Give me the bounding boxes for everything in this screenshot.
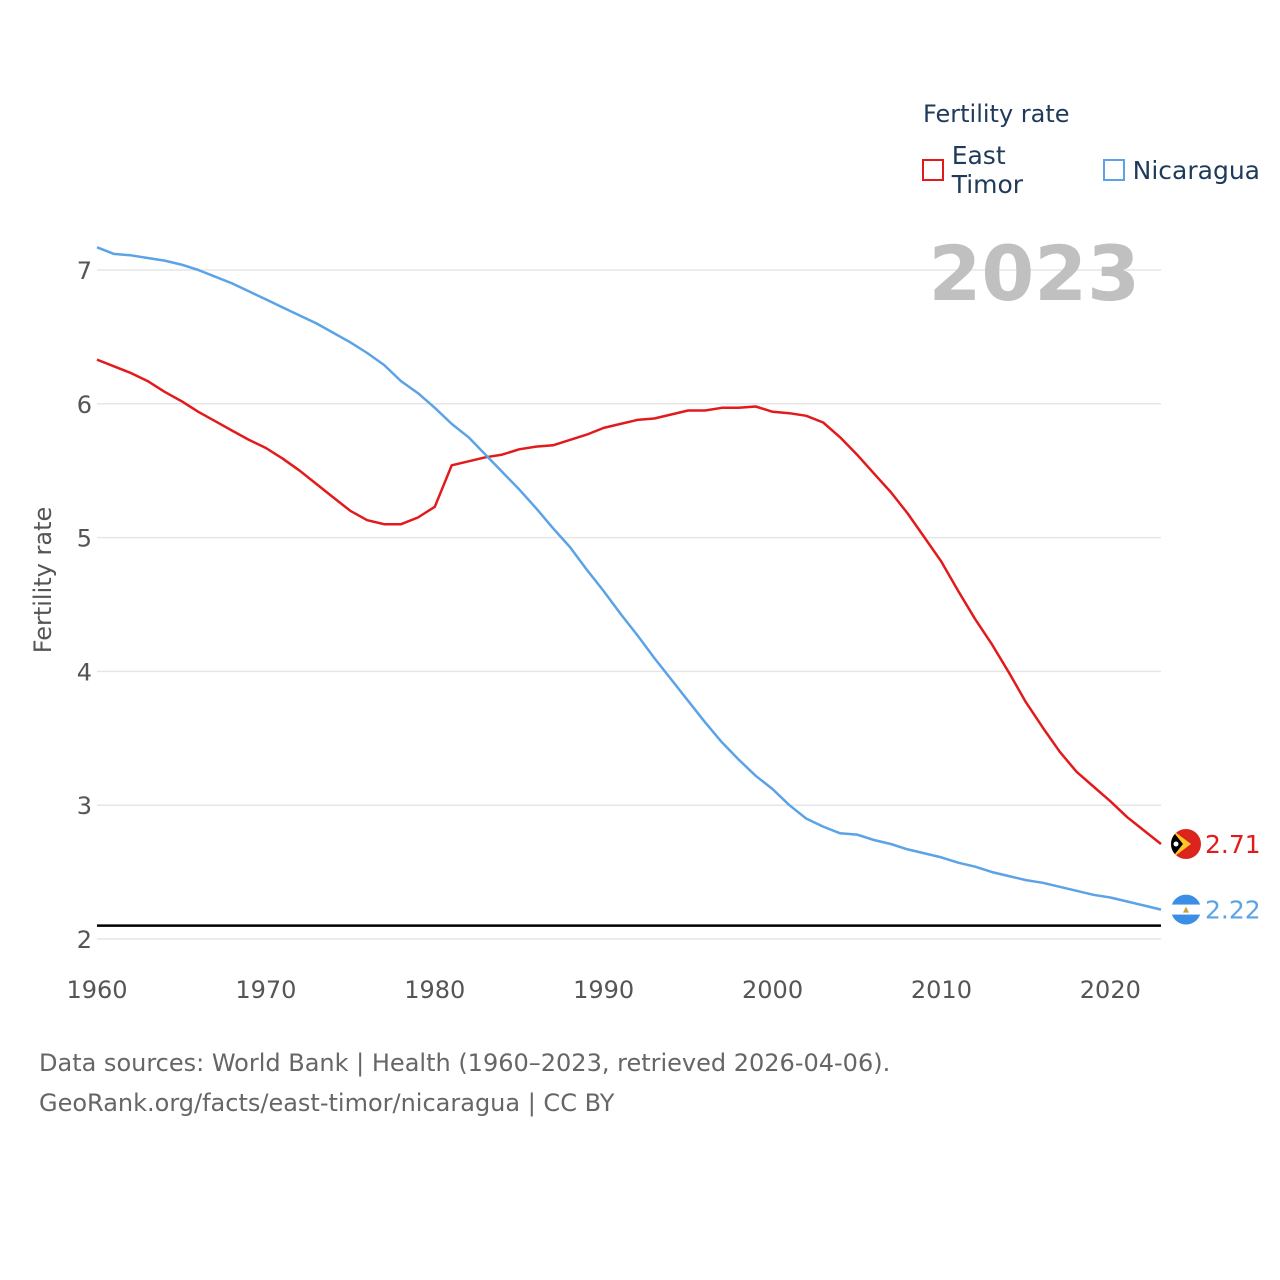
end-label-nicaragua: 2.22 bbox=[1205, 896, 1261, 925]
footer-link[interactable]: GeoRank.org/facts/east-timor/nicaragua |… bbox=[39, 1089, 615, 1117]
legend-title: Fertility rate bbox=[923, 100, 1070, 128]
legend-swatch-nicaragua bbox=[1102, 159, 1125, 181]
x-tick-label-2010: 2010 bbox=[911, 976, 972, 1004]
end-label-east-timor: 2.71 bbox=[1205, 830, 1261, 859]
legend-label-nicaragua: Nicaragua bbox=[1132, 155, 1260, 185]
y-tick-label-5: 5 bbox=[77, 525, 92, 553]
y-tick-label-6: 6 bbox=[77, 391, 92, 419]
legend-item-east-timor[interactable]: East Timor bbox=[922, 141, 1083, 199]
y-tick-label-4: 4 bbox=[77, 658, 92, 686]
x-tick-label-1960: 1960 bbox=[66, 976, 127, 1004]
series-line-nicaragua bbox=[96, 246, 1162, 911]
legend-swatch-east-timor bbox=[922, 159, 944, 181]
footer: Data sources: World Bank | Health (1960–… bbox=[39, 1043, 890, 1123]
east-timor-flag-icon bbox=[1171, 829, 1201, 860]
x-tick-label-2020: 2020 bbox=[1080, 976, 1141, 1004]
legend-label-east-timor: East Timor bbox=[951, 141, 1024, 199]
y-tick-label-7: 7 bbox=[77, 257, 92, 285]
y-tick-label-2: 2 bbox=[77, 926, 92, 954]
series-line-east-timor bbox=[96, 358, 1162, 845]
footer-sources: Data sources: World Bank | Health (1960–… bbox=[39, 1049, 891, 1077]
year-label: 2023 bbox=[928, 229, 1140, 318]
y-tick-label-3: 3 bbox=[77, 792, 92, 820]
nicaragua-flag-icon bbox=[1171, 894, 1201, 925]
x-tick-label-1970: 1970 bbox=[235, 976, 296, 1004]
x-tick-label-1980: 1980 bbox=[404, 976, 465, 1004]
legend: East Timor Nicaragua bbox=[922, 141, 1280, 199]
legend-item-nicaragua[interactable]: Nicaragua bbox=[1102, 155, 1260, 185]
x-tick-label-2000: 2000 bbox=[742, 976, 803, 1004]
y-axis-label: Fertility rate bbox=[29, 507, 57, 654]
x-tick-label-1990: 1990 bbox=[573, 976, 634, 1004]
